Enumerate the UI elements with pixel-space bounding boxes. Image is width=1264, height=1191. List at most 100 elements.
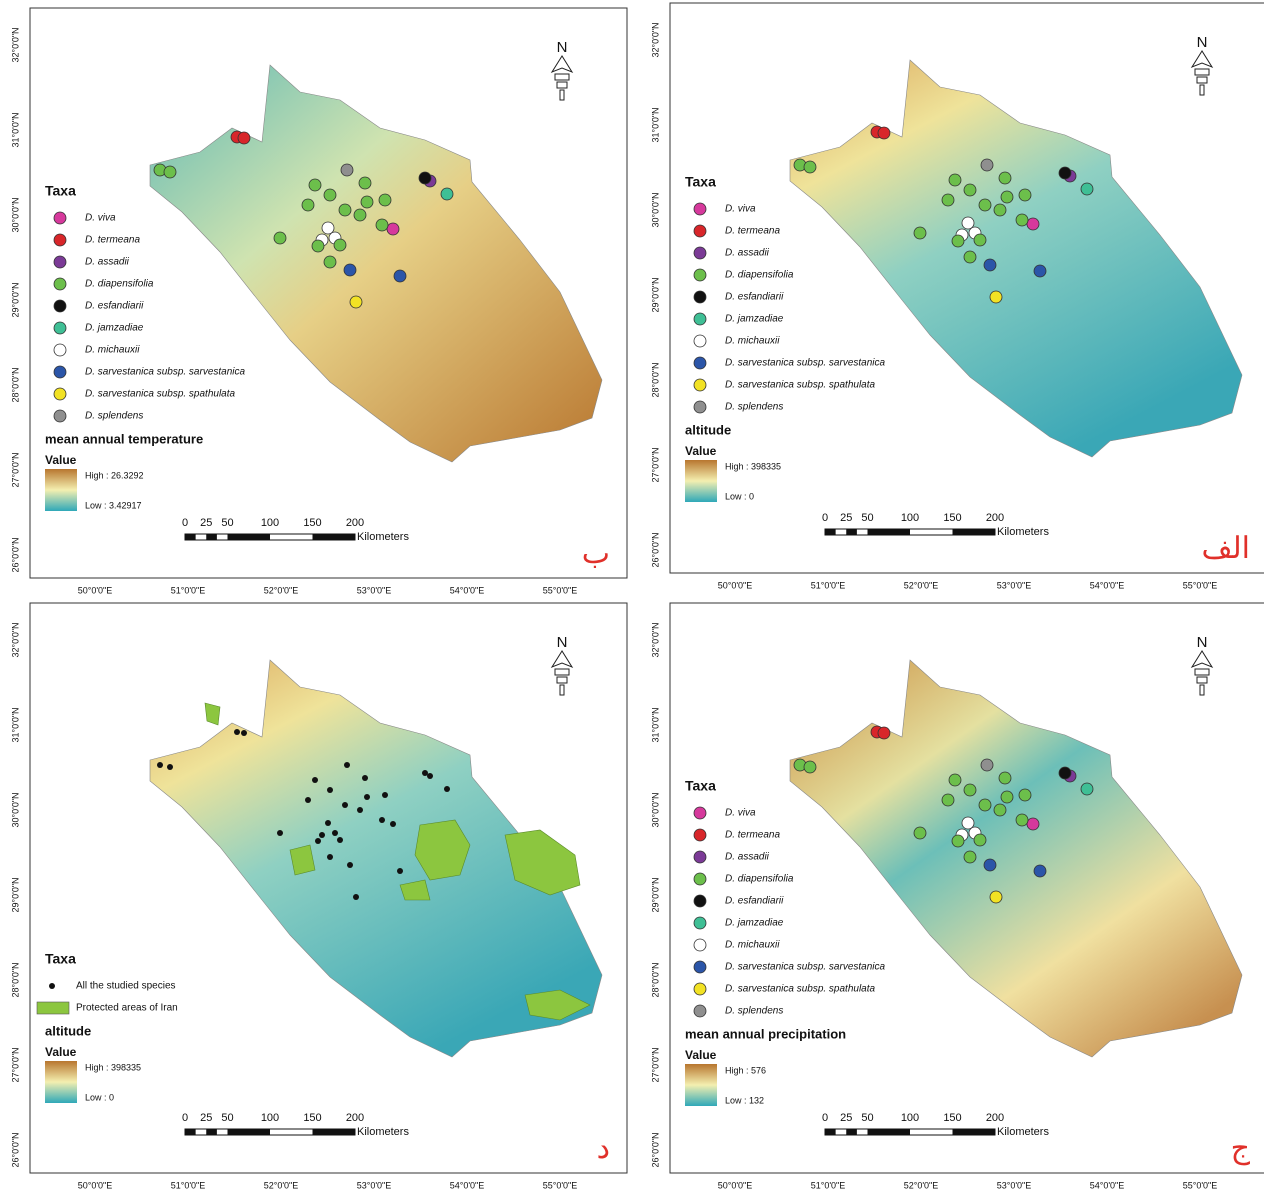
species-point	[241, 730, 247, 736]
species-point	[1019, 789, 1031, 801]
scale-unit: Kilometers	[357, 531, 409, 543]
species-point	[990, 291, 1002, 303]
latitude-label: 29°0'0"N	[650, 877, 660, 912]
latitude-label: 26°0'0"N	[10, 537, 20, 572]
legend-title: Taxa	[685, 778, 716, 794]
scale-label: 25	[840, 1112, 852, 1124]
species-point	[319, 832, 325, 838]
species-point	[804, 161, 816, 173]
legend-symbol	[694, 291, 706, 303]
species-point	[362, 775, 368, 781]
scale-label: 100	[901, 1112, 919, 1124]
legend-symbol	[54, 410, 66, 422]
legend-symbol	[694, 379, 706, 391]
legend-symbol	[694, 313, 706, 325]
species-point	[347, 862, 353, 868]
legend-label: D. michauxii	[725, 336, 780, 347]
scale-segment	[846, 529, 857, 535]
color-ramp	[45, 469, 77, 511]
ramp-low: Low : 0	[85, 1092, 114, 1102]
ramp-high: High : 26.3292	[85, 470, 144, 480]
species-point	[964, 251, 976, 263]
longitude-label: 54°0'0"E	[1090, 580, 1125, 590]
species-point	[390, 821, 396, 827]
species-point	[804, 761, 816, 773]
legend-label: D. jamzadiae	[85, 323, 144, 334]
species-point	[324, 256, 336, 268]
legend-symbol	[694, 917, 706, 929]
species-point	[305, 797, 311, 803]
latitude-label: 27°0'0"N	[10, 452, 20, 487]
legend-symbol	[54, 256, 66, 268]
legend-label: D. jamzadiae	[725, 314, 784, 325]
map-panel: 32°0'0"N31°0'0"N30°0'0"N29°0'0"N28°0'0"N…	[650, 3, 1264, 590]
species-point	[337, 837, 343, 843]
color-ramp	[685, 1064, 717, 1106]
ramp-low: Low : 3.42917	[85, 500, 142, 510]
longitude-label: 53°0'0"E	[997, 580, 1032, 590]
longitude-label: 50°0'0"E	[718, 1180, 753, 1190]
latitude-label: 29°0'0"N	[10, 877, 20, 912]
latitude-label: 27°0'0"N	[10, 1047, 20, 1082]
scale-label: 100	[261, 517, 279, 529]
species-point	[441, 188, 453, 200]
species-point	[344, 762, 350, 768]
latitude-label: 32°0'0"N	[10, 27, 20, 62]
legend-dot	[49, 983, 55, 989]
species-point	[309, 179, 321, 191]
legend-label: D. jamzadiae	[725, 918, 784, 929]
legend-label: D. viva	[725, 204, 756, 215]
species-point	[350, 296, 362, 308]
species-point	[994, 804, 1006, 816]
species-point	[949, 174, 961, 186]
species-point	[1059, 767, 1071, 779]
legend-label: D. termeana	[725, 226, 780, 237]
longitude-label: 52°0'0"E	[904, 580, 939, 590]
latitude-label: 28°0'0"N	[650, 962, 660, 997]
longitude-label: 50°0'0"E	[78, 585, 113, 595]
species-point	[1034, 865, 1046, 877]
legend-label: D. splendens	[725, 402, 783, 413]
latitude-label: 28°0'0"N	[650, 362, 660, 397]
scale-label: 25	[200, 1112, 212, 1124]
legend-label: D. sarvestanica subsp. sarvestanica	[85, 367, 246, 378]
legend-label: D. diapensifolia	[85, 279, 154, 290]
species-point	[397, 868, 403, 874]
species-point	[1081, 183, 1093, 195]
scale-segment	[228, 1129, 271, 1135]
species-point	[157, 762, 163, 768]
species-point	[325, 820, 331, 826]
species-point	[353, 894, 359, 900]
species-point	[942, 794, 954, 806]
legend-symbol	[694, 225, 706, 237]
latitude-label: 31°0'0"N	[650, 107, 660, 142]
species-point	[359, 177, 371, 189]
species-point	[312, 777, 318, 783]
scale-label: 200	[346, 517, 364, 529]
species-point	[382, 792, 388, 798]
latitude-label: 28°0'0"N	[10, 367, 20, 402]
legend-symbol	[694, 829, 706, 841]
scale-label: 0	[822, 512, 828, 524]
legend-label: D. sarvestanica subsp. sarvestanica	[725, 962, 886, 973]
color-ramp	[45, 1061, 77, 1103]
color-ramp	[685, 460, 717, 502]
panel-letter: الف	[1201, 532, 1250, 565]
species-point	[444, 786, 450, 792]
latitude-label: 31°0'0"N	[10, 707, 20, 742]
scale-unit: Kilometers	[357, 1126, 409, 1138]
legend-symbol	[54, 344, 66, 356]
species-point	[984, 259, 996, 271]
species-point	[302, 199, 314, 211]
legend-title: Taxa	[45, 183, 76, 199]
legend-symbol	[54, 300, 66, 312]
species-point	[357, 807, 363, 813]
scale-label: 150	[943, 512, 961, 524]
legend-symbol	[694, 807, 706, 819]
species-point	[1001, 191, 1013, 203]
scale-label: 0	[822, 1112, 828, 1124]
latitude-label: 29°0'0"N	[10, 282, 20, 317]
legend-title: Taxa	[45, 951, 76, 967]
legend-label: D. michauxii	[85, 345, 140, 356]
species-point	[322, 222, 334, 234]
